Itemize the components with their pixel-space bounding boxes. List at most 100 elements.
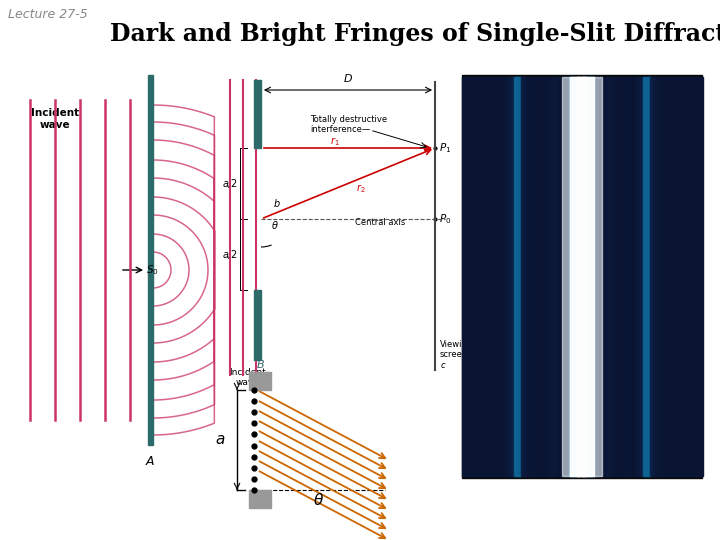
Bar (605, 77, 606, 476)
Text: $P_0$: $P_0$ (439, 212, 451, 226)
Bar (621, 77, 624, 476)
Bar (625, 77, 627, 476)
Text: $a$: $a$ (215, 433, 225, 448)
Bar (524, 77, 526, 476)
Bar (684, 77, 685, 476)
Bar (502, 77, 503, 476)
Bar (249, 490, 271, 508)
Bar (487, 77, 489, 476)
Bar (697, 77, 699, 476)
Bar (641, 77, 642, 476)
Bar (634, 77, 635, 476)
Text: $P_1$: $P_1$ (439, 141, 451, 155)
Bar (639, 77, 640, 476)
Bar (518, 77, 520, 476)
Bar (632, 77, 634, 476)
Bar (571, 77, 573, 476)
Bar (693, 77, 694, 476)
Bar (603, 77, 606, 476)
Bar (495, 77, 496, 476)
Bar (528, 77, 530, 476)
Bar (526, 77, 527, 476)
Bar (642, 77, 644, 476)
Bar (592, 77, 593, 476)
Bar (475, 77, 477, 476)
Bar (683, 77, 685, 476)
Bar (649, 77, 651, 476)
Text: $B$: $B$ (256, 358, 264, 370)
Bar (479, 77, 480, 476)
Bar (607, 77, 609, 476)
Bar (596, 77, 598, 476)
Bar (671, 77, 672, 476)
Text: $r_2$: $r_2$ (356, 183, 366, 195)
Bar (662, 77, 664, 476)
Bar (492, 77, 494, 476)
Bar (600, 77, 602, 476)
Bar (593, 77, 595, 476)
Bar (531, 77, 534, 476)
Bar (474, 77, 476, 476)
Bar (587, 77, 588, 476)
Bar (648, 77, 649, 476)
Bar (665, 77, 667, 476)
Bar (574, 77, 575, 476)
Text: $A$: $A$ (145, 455, 156, 468)
Bar (516, 77, 518, 476)
Bar (464, 77, 466, 476)
Bar (517, 77, 519, 476)
Bar (629, 77, 631, 476)
Bar (491, 77, 492, 476)
Bar (677, 77, 678, 476)
Bar (610, 77, 611, 476)
Bar (249, 372, 271, 390)
Bar (500, 77, 502, 476)
Text: $\theta$: $\theta$ (271, 219, 279, 231)
Bar (554, 77, 556, 476)
Bar (563, 77, 564, 476)
Bar (614, 77, 616, 476)
Text: Totally destructive
interference—: Totally destructive interference— (310, 115, 387, 134)
Bar (678, 77, 680, 476)
Bar (572, 77, 574, 476)
Bar (477, 77, 480, 476)
Bar (666, 77, 667, 476)
Bar (488, 77, 490, 476)
Text: Dark and Bright Fringes of Single-Slit Diffraction: Dark and Bright Fringes of Single-Slit D… (110, 22, 720, 46)
Text: Central axis: Central axis (355, 218, 405, 227)
Bar (464, 77, 700, 476)
Bar (551, 77, 552, 476)
Bar (559, 77, 561, 476)
Bar (485, 77, 487, 476)
Bar (690, 77, 692, 476)
Bar (619, 77, 621, 476)
Bar (570, 77, 572, 476)
Text: $r_1$: $r_1$ (330, 135, 340, 148)
Bar (515, 77, 516, 476)
Bar (552, 77, 554, 476)
Bar (613, 77, 615, 476)
Bar (497, 77, 498, 476)
Bar (576, 77, 577, 476)
Bar (462, 75, 702, 478)
Bar (520, 77, 521, 476)
Bar (691, 77, 693, 476)
Bar (578, 77, 580, 476)
Bar (535, 77, 537, 476)
Bar (686, 77, 688, 476)
Bar (506, 77, 508, 476)
Bar (628, 77, 629, 476)
Bar (523, 77, 525, 476)
Text: $b$: $b$ (273, 197, 281, 209)
Bar (700, 77, 701, 476)
Bar (653, 77, 654, 476)
Bar (583, 77, 585, 476)
Bar (536, 77, 538, 476)
Bar (652, 77, 653, 476)
Bar (657, 77, 660, 476)
Bar (521, 77, 523, 476)
Bar (557, 77, 559, 476)
Bar (477, 77, 478, 476)
Bar (599, 77, 600, 476)
Bar (463, 77, 465, 476)
